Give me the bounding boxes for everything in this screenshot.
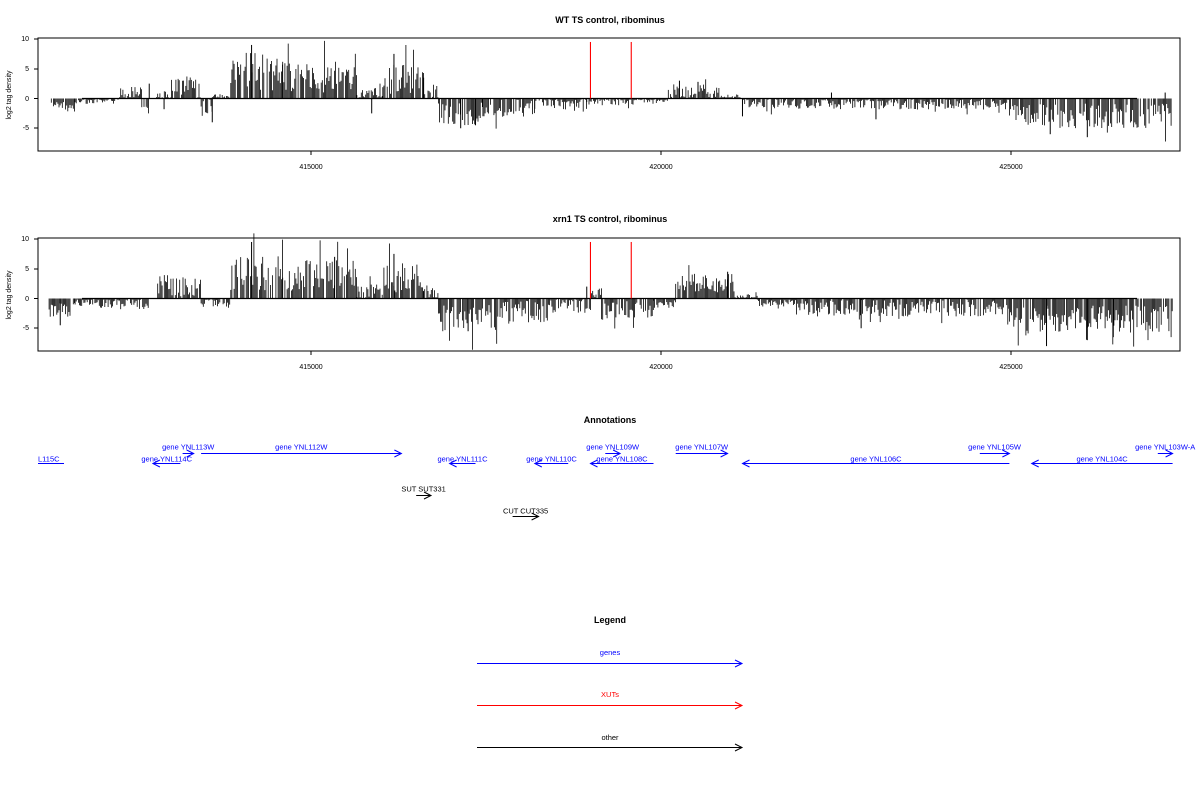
legend-item-other: other	[477, 733, 744, 752]
arrow-right-icon	[531, 512, 540, 521]
wt-ytick-label: -5	[23, 125, 29, 132]
wt-track-panel: WT TS control, ribominus 10 5 0 -5 log2 …	[6, 15, 1181, 171]
feature-label: gene YNL111C	[437, 455, 488, 464]
feature-label: gene YNL105W	[968, 443, 1022, 452]
annotation-feature: gene YNL111C	[437, 455, 488, 468]
xrn1-ytick-label: 0	[25, 296, 29, 303]
feature-label: SUT SUT331	[401, 485, 445, 494]
xrn1-ytick-label: 10	[21, 236, 29, 243]
xrn1-ytick-label: -5	[23, 325, 29, 332]
wt-ytick-label: 10	[21, 36, 29, 43]
wt-y-axis: 10 5 0 -5 log2 tag density	[6, 36, 39, 132]
arrow-right-icon	[720, 449, 729, 458]
feature-label: gene YNL112W	[275, 443, 328, 452]
xrn1-track-title: xrn1 TS control, ribominus	[553, 214, 668, 224]
arrow-right-icon	[1002, 449, 1011, 458]
feature-label: gene YNL114C	[141, 455, 192, 464]
arrow-right-icon	[394, 449, 403, 458]
annotation-features: L115C gene YNL113W gene YNL114C gene YNL112…	[38, 443, 1195, 521]
wt-xtick-label: 415000	[299, 164, 322, 171]
wt-density-bars	[50, 40, 1172, 142]
legend-title: Legend	[594, 615, 626, 625]
feature-label: gene YNL107W	[675, 443, 729, 452]
annotation-feature: gene YNL107W	[675, 443, 729, 458]
annotation-feature: gene YNL113W	[162, 443, 215, 458]
annotation-feature: gene YNL110C	[526, 455, 577, 468]
feature-label: gene YNL113W	[162, 443, 215, 452]
xrn1-track-panel: xrn1 TS control, ribominus 10 5 0 -5 log…	[6, 214, 1181, 371]
legend-arrowhead-icon	[734, 743, 744, 752]
annotation-feature: SUT SUT331	[401, 485, 446, 500]
wt-x-axis: 415000 420000 425000	[299, 151, 1023, 171]
legend-item-genes: genes	[477, 648, 744, 668]
feature-label: gene YNL109W	[586, 443, 640, 452]
arrow-left-icon	[533, 459, 543, 468]
feature-label: gene YNL103W-A	[1135, 443, 1195, 452]
legend: Legend genes XUTs other	[477, 615, 744, 752]
wt-xtick-label: 420000	[649, 164, 672, 171]
legend-label-genes: genes	[600, 648, 621, 657]
annotation-feature: CUT CUT335	[503, 507, 548, 521]
xrn1-plot-frame	[37, 237, 1181, 352]
xrn1-xtick-label: 420000	[649, 364, 672, 371]
arrow-right-icon	[1165, 449, 1174, 458]
annotation-feature: gene YNL112W	[201, 443, 403, 458]
arrow-left-icon	[448, 459, 457, 468]
wt-track-title: WT TS control, ribominus	[555, 15, 665, 25]
annotation-feature: gene YNL109W	[586, 443, 640, 458]
annotation-feature: gene YNL108C	[589, 455, 654, 468]
xrn1-xtick-label: 415000	[299, 364, 322, 371]
wt-plot-frame	[37, 37, 1181, 152]
arrow-left-icon	[1030, 459, 1039, 468]
xrn1-ytick-label: 5	[25, 266, 29, 273]
xrn1-x-axis: 415000 420000 425000	[299, 351, 1023, 371]
arrow-left-icon	[151, 459, 161, 468]
annotation-feature: gene YNL105W	[968, 443, 1022, 458]
annotation-feature: gene YNL103W-A	[1135, 443, 1195, 458]
annotations-title: Annotations	[584, 415, 637, 425]
annotation-feature: gene YNL114C	[141, 455, 193, 468]
arrow-left-icon	[589, 459, 598, 468]
xrn1-y-axis-label: log2 tag density	[6, 270, 13, 320]
xrn1-y-axis: 10 5 0 -5 log2 tag density	[6, 236, 39, 332]
xrn1-xut-markers	[589, 241, 632, 299]
feature-label: gene YNL108C	[596, 455, 648, 464]
xrn1-xtick-label: 425000	[999, 364, 1022, 371]
arrow-right-icon	[612, 449, 622, 458]
wt-y-axis-label: log2 tag density	[6, 70, 13, 120]
wt-xtick-label: 425000	[999, 164, 1022, 171]
annotation-feature: gene YNL106C	[741, 455, 1010, 468]
annotation-feature: gene YNL104C	[1030, 455, 1173, 468]
legend-item-xuts: XUTs	[477, 690, 744, 710]
annotations-panel: Annotations L115C gene YNL113W gene YNL114…	[38, 415, 1195, 521]
wt-ytick-label: 0	[25, 96, 29, 103]
annotation-feature: L115C	[38, 455, 64, 464]
arrow-right-icon	[423, 491, 433, 500]
legend-arrowhead-icon	[734, 659, 744, 668]
xrn1-density-bars	[48, 233, 1173, 350]
legend-arrowhead-icon	[734, 701, 744, 710]
feature-label: gene YNL104C	[1077, 455, 1129, 464]
wt-ytick-label: 5	[25, 66, 29, 73]
arrow-right-icon	[186, 449, 195, 458]
feature-label: L115C	[38, 455, 60, 464]
arrow-left-icon	[741, 459, 750, 468]
feature-label: CUT CUT335	[503, 507, 548, 516]
feature-label: gene YNL106C	[850, 455, 902, 464]
wt-xut-markers	[589, 41, 632, 99]
legend-label-other: other	[601, 733, 619, 742]
legend-label-xuts: XUTs	[601, 690, 619, 699]
feature-label: gene YNL110C	[526, 455, 577, 464]
